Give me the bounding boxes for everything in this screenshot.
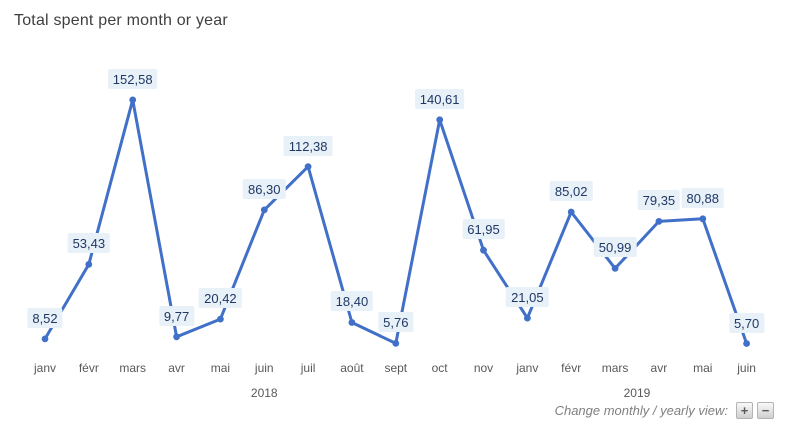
data-point-marker[interactable]	[436, 116, 444, 124]
data-point-marker[interactable]	[304, 163, 312, 171]
data-label: 9,77	[158, 305, 195, 326]
data-point-marker[interactable]	[41, 335, 49, 343]
data-label: 140,61	[414, 88, 465, 109]
x-axis-label: mars	[601, 361, 629, 375]
data-label: 50,99	[593, 237, 637, 258]
data-point-marker[interactable]	[348, 319, 356, 326]
data-label: 5,70	[728, 312, 765, 333]
data-label: 86,30	[242, 178, 286, 199]
data-label: 18,40	[330, 291, 374, 312]
data-point-marker[interactable]	[611, 265, 619, 272]
series-line	[43, 98, 749, 345]
view-toggle-control: Change monthly / yearly view: + −	[555, 402, 774, 419]
zoom-in-button[interactable]: +	[736, 402, 753, 419]
data-point-marker[interactable]	[480, 246, 487, 254]
x-axis-label: janv	[516, 361, 539, 375]
x-axis-label: avr	[650, 361, 668, 375]
x-axis-label: mars	[119, 361, 147, 375]
data-point-marker[interactable]	[217, 315, 224, 323]
x-axis-label: juin	[254, 361, 274, 375]
data-point-marker[interactable]	[699, 215, 707, 223]
x-axis-label: mai	[210, 361, 231, 375]
zoom-out-button[interactable]: −	[757, 402, 774, 419]
data-label: 80,88	[681, 187, 725, 208]
year-label: 2018	[250, 386, 278, 400]
x-axis-label: août	[340, 361, 364, 375]
data-label: 79,35	[637, 190, 681, 211]
data-label: 5,76	[378, 312, 414, 333]
data-point-marker[interactable]	[524, 314, 531, 322]
data-label: 8,52	[27, 307, 63, 328]
data-point-marker[interactable]	[392, 340, 400, 347]
data-point-marker[interactable]	[173, 333, 181, 341]
x-axis-label: nov	[473, 361, 494, 375]
data-label: 112,38	[283, 135, 333, 156]
x-axis-label: mai	[693, 361, 713, 375]
data-label: 21,05	[506, 287, 549, 308]
data-point-marker[interactable]	[85, 261, 93, 268]
x-axis-label: janv	[33, 361, 57, 375]
series-markers	[41, 96, 750, 347]
year-label: 2019	[623, 386, 651, 400]
view-toggle-caption: Change monthly / yearly view:	[554, 403, 728, 418]
chart-title: Total spent per month or year	[14, 12, 228, 29]
data-label: 20,42	[199, 288, 242, 309]
data-point-marker[interactable]	[260, 206, 268, 214]
data-point-marker[interactable]	[567, 208, 575, 216]
x-axis-label: juil	[300, 361, 316, 375]
x-axis-label: févr	[561, 361, 582, 375]
data-point-marker[interactable]	[129, 96, 137, 104]
x-axis-label: avr	[168, 361, 185, 375]
data-label: 53,43	[67, 233, 111, 254]
x-axis-label: sept	[384, 361, 408, 375]
x-axis-label: févr	[78, 361, 99, 375]
data-label: 85,02	[549, 180, 593, 201]
data-point-marker[interactable]	[743, 340, 750, 347]
x-axis-label: juin	[737, 361, 756, 375]
x-axis-label: oct	[431, 361, 448, 375]
data-label: 61,95	[462, 219, 505, 240]
data-point-marker[interactable]	[655, 218, 663, 225]
data-label: 152,58	[107, 68, 158, 89]
